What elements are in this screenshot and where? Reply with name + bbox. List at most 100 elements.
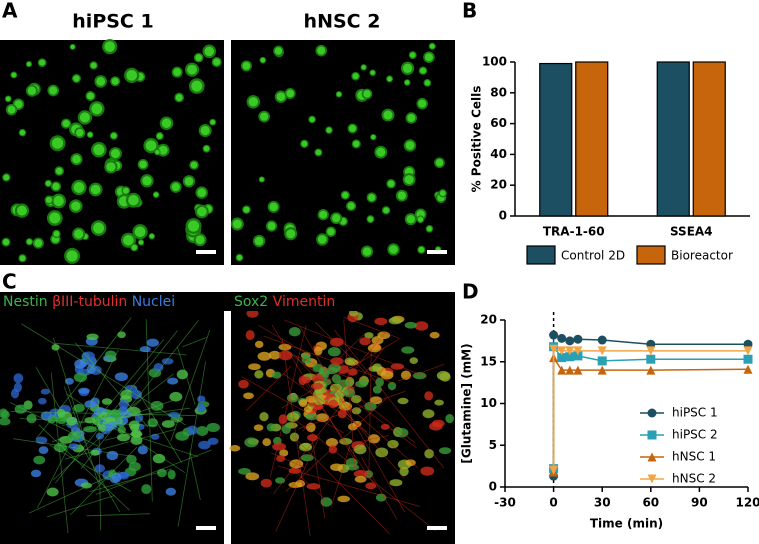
- spheroid-core: [267, 222, 276, 231]
- process: [278, 421, 390, 535]
- spheroid-core: [387, 180, 395, 188]
- cell: [320, 497, 333, 507]
- spheroid-core: [204, 46, 215, 57]
- marker: [647, 474, 657, 484]
- cell: [167, 469, 176, 480]
- spheroid-core: [203, 145, 210, 152]
- panel-label: C: [2, 270, 17, 294]
- spheroid-core: [418, 99, 427, 108]
- process: [241, 376, 344, 434]
- y-axis-label: % Positive Cells: [470, 86, 484, 193]
- cell: [404, 321, 417, 329]
- spheroid-core: [96, 76, 106, 86]
- process: [54, 342, 187, 356]
- y-tick-label: 5: [489, 438, 497, 452]
- spheroid-core: [429, 43, 435, 49]
- spheroid-core: [93, 222, 105, 234]
- spheroid-core: [53, 195, 64, 207]
- cell: [306, 483, 321, 490]
- spheroid-core: [16, 205, 27, 216]
- cell: [405, 459, 416, 467]
- cell: [175, 431, 190, 441]
- spheroid-core: [5, 96, 11, 102]
- spheroid-core: [319, 210, 328, 219]
- spheroid-core: [368, 193, 376, 202]
- x-tick-label: TRA-1-60: [543, 225, 605, 239]
- bar: [539, 62, 573, 217]
- spheroid-core: [260, 57, 266, 63]
- cell: [390, 363, 405, 370]
- cell: [153, 362, 164, 372]
- spheroid-core: [426, 226, 433, 232]
- cell: [116, 433, 131, 442]
- process: [287, 352, 353, 380]
- cell: [276, 455, 286, 463]
- spheroid-core: [243, 206, 250, 213]
- cell: [328, 399, 338, 409]
- process: [10, 411, 196, 416]
- cell: [186, 425, 198, 435]
- cell: [354, 475, 367, 483]
- spheroid-core: [424, 53, 434, 62]
- process: [360, 456, 398, 520]
- spheroid-core: [383, 110, 393, 120]
- process: [66, 393, 186, 474]
- spheroid-core: [405, 141, 415, 150]
- spheroid-core: [418, 246, 425, 253]
- cell: [111, 472, 122, 483]
- spheroid-core: [66, 250, 78, 262]
- micrographs: [0, 39, 455, 544]
- spheroid-core: [2, 239, 10, 246]
- spheroid-core: [248, 97, 259, 107]
- cell: [429, 422, 443, 431]
- cell: [95, 432, 104, 440]
- cell: [305, 413, 318, 421]
- panel-label: D: [462, 280, 479, 304]
- spheroid-core: [73, 182, 85, 193]
- cell: [146, 338, 159, 347]
- spheroid-core: [200, 125, 210, 136]
- spheroid-core: [259, 177, 264, 182]
- marker: [565, 336, 575, 346]
- cell: [364, 332, 374, 339]
- spheroid-core: [27, 86, 37, 95]
- spheroid-core: [402, 63, 413, 73]
- spheroid-core: [389, 245, 398, 254]
- spheroid-core: [286, 89, 295, 98]
- spheroid-core: [362, 247, 372, 256]
- spheroid-core: [286, 229, 296, 239]
- spheroid-core: [104, 41, 116, 52]
- cell: [389, 479, 403, 487]
- marker: [597, 335, 607, 345]
- process: [98, 400, 101, 531]
- spheroid-core: [363, 90, 371, 98]
- spheroid-core: [19, 130, 26, 136]
- cell: [82, 351, 95, 361]
- process: [177, 361, 207, 527]
- cell: [325, 438, 339, 447]
- cell: [445, 414, 454, 424]
- cell: [40, 411, 52, 421]
- image-title: hiPSC 1: [72, 11, 153, 33]
- spheroid-core: [361, 65, 366, 70]
- process: [55, 330, 178, 484]
- cell: [288, 481, 302, 488]
- marker: [557, 365, 567, 375]
- x-tick-label: 120: [735, 496, 759, 510]
- process: [189, 451, 201, 501]
- spheroid-core: [62, 120, 70, 128]
- cell: [327, 346, 341, 357]
- marker: [549, 344, 559, 354]
- process: [53, 399, 142, 481]
- y-tick-label: 20: [480, 313, 497, 327]
- spheroid-core: [242, 62, 251, 70]
- spheroid-core: [367, 216, 374, 222]
- spheroid-core: [145, 140, 157, 151]
- marker: [565, 352, 575, 362]
- process: [285, 349, 417, 449]
- process: [275, 435, 321, 532]
- bar: [575, 61, 609, 217]
- cell: [245, 330, 255, 341]
- process: [284, 319, 427, 378]
- spheroid-core: [7, 105, 16, 114]
